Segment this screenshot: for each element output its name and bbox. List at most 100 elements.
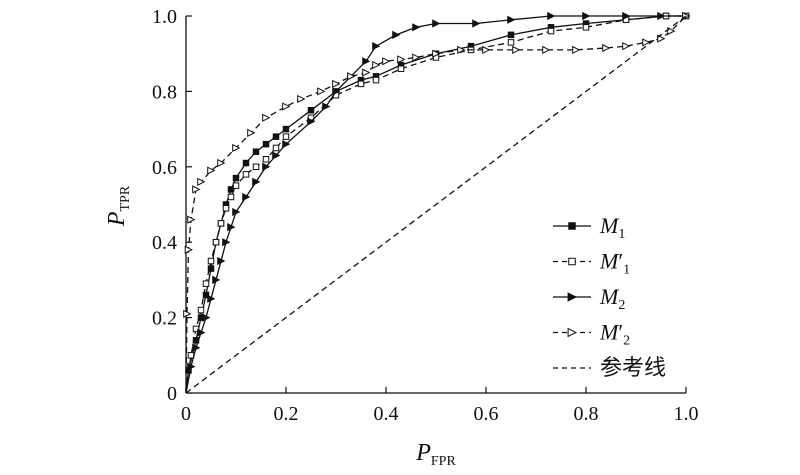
series-1-point <box>202 291 210 299</box>
series-3-point <box>507 15 516 24</box>
y-tick-label: 0.6 <box>152 157 177 179</box>
series-4-point <box>412 53 421 62</box>
y-tick-label: 0.4 <box>152 232 177 254</box>
legend-label-sub: 2 <box>623 334 630 349</box>
series-4-point <box>657 34 666 43</box>
series-1-point <box>242 159 250 167</box>
series-3-point <box>392 30 401 39</box>
series-2-point <box>212 238 220 246</box>
series-3-point <box>262 162 271 171</box>
y-axis-title-sub: TPR <box>118 185 133 211</box>
series-2-point <box>217 220 225 227</box>
series-1-point <box>227 186 235 193</box>
legend-label-4: M′2 <box>599 320 630 349</box>
series-4-point <box>382 57 391 66</box>
series-1-point <box>307 107 315 114</box>
series-4-point <box>347 72 356 81</box>
x-tick-label: 0 <box>181 403 191 425</box>
series-3-point <box>197 328 206 337</box>
x-axis-title-main: P <box>415 440 431 466</box>
series-3-point <box>282 140 291 149</box>
series-3-point <box>217 256 226 266</box>
series-4-point <box>232 143 241 153</box>
series-4-point <box>667 26 676 36</box>
series-3-point <box>307 117 316 126</box>
legend-label-prime: ′ <box>618 320 623 345</box>
series-5-line <box>185 15 687 394</box>
series-2-point <box>357 80 365 88</box>
y-tick-label: 1.0 <box>152 6 177 28</box>
series-4-point <box>262 113 271 122</box>
series-4-point <box>247 128 256 137</box>
y-tick-label: 0 <box>167 383 177 405</box>
series-3-point <box>622 11 631 21</box>
series-2-point <box>197 306 205 314</box>
series-2-point <box>227 193 235 201</box>
series-3-point <box>362 57 371 66</box>
series-1-point <box>507 31 515 39</box>
series-1-point <box>232 174 240 182</box>
series-4-point <box>457 45 466 55</box>
series-4-point <box>512 45 521 55</box>
series-4-point <box>642 38 651 47</box>
legend-label-3: M2 <box>599 284 625 313</box>
legend-label-sub: 2 <box>618 298 625 313</box>
series-4-point <box>572 45 581 55</box>
series-1-point <box>252 148 260 155</box>
legend-label-prime: ′ <box>618 249 623 274</box>
series-4-point <box>187 215 196 224</box>
series-2-point <box>202 280 210 287</box>
series-4-point <box>183 309 192 318</box>
legend-label-1: M1 <box>599 213 625 242</box>
series-2-point <box>252 163 260 171</box>
series-2-point <box>222 205 230 212</box>
series-1-point <box>272 133 280 140</box>
series-4-point <box>482 45 491 55</box>
series-4-point <box>602 43 611 53</box>
series-4-point <box>397 55 406 64</box>
series-3-point <box>432 19 441 28</box>
legend-label-2: M′1 <box>599 249 630 278</box>
series-3-line <box>185 15 686 394</box>
x-axis-title-sub: FPR <box>431 454 457 469</box>
series-3-point <box>472 19 481 28</box>
series-2-point <box>372 76 380 84</box>
y-ticks: 0 0.2 0.4 0.6 0.8 1.0 <box>152 6 192 405</box>
series-2-point <box>397 65 405 73</box>
series-3-point <box>582 11 591 21</box>
x-tick-label: 1.0 <box>674 403 699 425</box>
legend-label-main: M <box>599 320 620 345</box>
series-2-point <box>547 27 555 35</box>
series-3 <box>185 11 691 394</box>
series-4-point <box>542 45 551 55</box>
series-2-point <box>207 257 215 265</box>
series-1-point <box>282 125 290 133</box>
x-tick-label: 0.2 <box>274 403 299 425</box>
series-2-point <box>272 144 280 152</box>
y-tick-label: 0.2 <box>152 308 177 330</box>
series-4-point <box>297 94 306 104</box>
series-3-point <box>372 42 381 51</box>
series-3-point <box>192 343 201 352</box>
legend-label-main: M <box>599 213 620 238</box>
series-2-point <box>242 171 250 178</box>
series-4-point <box>622 42 631 51</box>
y-tick-label: 0.8 <box>152 81 177 103</box>
series-3-point <box>202 313 211 322</box>
series-2-point <box>232 182 240 189</box>
series-2-point <box>507 39 515 46</box>
x-ticks: 0 0.2 0.4 0.6 0.8 1.0 <box>181 387 699 425</box>
series-4-point <box>432 49 441 58</box>
legend-marker-4 <box>567 327 578 338</box>
series-4-point <box>217 158 226 168</box>
series-2-point <box>192 325 200 333</box>
series-3-point <box>222 238 231 247</box>
x-axis-title: PFPR <box>415 440 456 469</box>
series-2-point <box>262 156 270 163</box>
series-3-point <box>227 223 236 232</box>
legend-label-sub: 1 <box>623 263 630 278</box>
series-4-point <box>362 68 371 77</box>
legend-marker-1 <box>568 222 576 230</box>
